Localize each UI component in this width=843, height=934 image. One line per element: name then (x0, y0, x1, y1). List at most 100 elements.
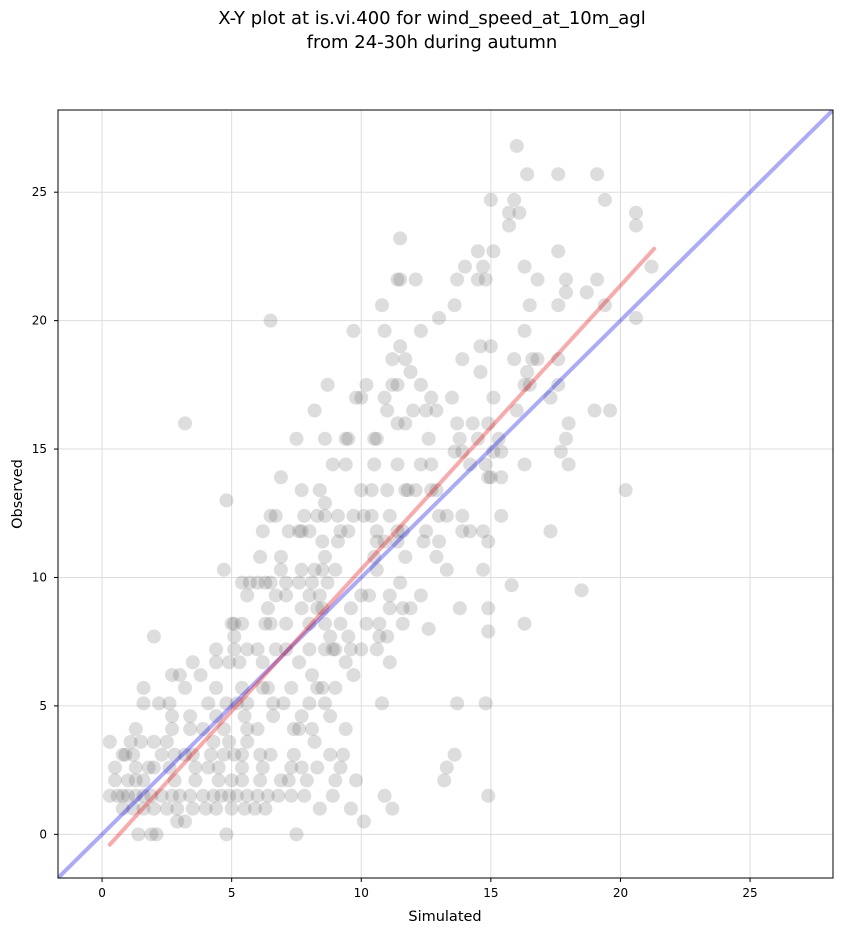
data-point (292, 655, 307, 670)
data-point (250, 788, 265, 803)
data-point (395, 524, 410, 539)
data-point (315, 601, 330, 616)
data-point (419, 524, 434, 539)
data-point (597, 298, 612, 313)
data-point (276, 696, 291, 711)
data-point (323, 629, 338, 644)
y-tick-label: 20 (32, 314, 47, 328)
data-point (123, 734, 138, 749)
data-point (390, 457, 405, 472)
data-point (115, 747, 130, 762)
data-point (110, 788, 125, 803)
data-point (408, 272, 423, 287)
data-point (302, 696, 317, 711)
data-point (393, 231, 408, 246)
data-point (292, 575, 307, 590)
x-tick-label: 25 (742, 886, 757, 900)
data-point (206, 734, 221, 749)
data-point (354, 390, 369, 405)
data-point (455, 444, 470, 459)
data-point (250, 575, 265, 590)
data-point (590, 167, 605, 182)
data-point (522, 377, 537, 392)
data-point (224, 616, 239, 631)
data-point (312, 588, 327, 603)
data-point (297, 508, 312, 523)
data-point (413, 377, 428, 392)
data-point (209, 801, 224, 816)
data-point (520, 364, 535, 379)
data-point (172, 788, 187, 803)
data-point (559, 431, 574, 446)
data-point (227, 747, 242, 762)
data-point (185, 655, 200, 670)
data-point (380, 403, 395, 418)
data-point (325, 788, 340, 803)
data-point (349, 390, 364, 405)
data-point (629, 205, 644, 220)
data-point (120, 788, 135, 803)
data-point (473, 339, 488, 354)
data-point (255, 655, 270, 670)
chart-title-line-2: from 24-30h during autumn (307, 32, 558, 53)
data-point (260, 601, 275, 616)
data-point (216, 722, 231, 737)
data-point (237, 801, 252, 816)
data-point (266, 696, 281, 711)
data-point (328, 642, 343, 657)
data-point (294, 562, 309, 577)
data-point (201, 760, 216, 775)
y-tick-label: 0 (39, 827, 47, 841)
data-point (551, 167, 566, 182)
data-point (229, 788, 244, 803)
points-layer (102, 138, 659, 842)
data-point (390, 524, 405, 539)
data-point (429, 403, 444, 418)
data-point (398, 416, 413, 431)
data-point (476, 524, 491, 539)
data-point (312, 483, 327, 498)
data-point (362, 588, 377, 603)
data-point (258, 616, 273, 631)
data-point (364, 508, 379, 523)
data-point (413, 457, 428, 472)
data-point (369, 534, 384, 549)
data-point (463, 457, 478, 472)
data-point (543, 390, 558, 405)
chart-title-line-1: X-Y plot at is.vi.400 for wind_speed_at_… (218, 8, 645, 29)
data-point (618, 483, 633, 498)
data-point (429, 549, 444, 564)
data-point (255, 680, 270, 695)
data-point (551, 244, 566, 259)
data-point (551, 298, 566, 313)
data-point (242, 575, 257, 590)
data-point (206, 788, 221, 803)
data-point (165, 668, 180, 683)
data-point (447, 298, 462, 313)
data-point (196, 788, 211, 803)
data-point (188, 760, 203, 775)
data-point (253, 773, 268, 788)
data-point (507, 192, 522, 207)
data-point (483, 339, 498, 354)
data-point (398, 352, 413, 367)
data-point (346, 508, 361, 523)
data-point (439, 508, 454, 523)
data-point (126, 747, 141, 762)
data-point (403, 364, 418, 379)
data-point (476, 562, 491, 577)
data-point (478, 696, 493, 711)
data-point (338, 431, 353, 446)
data-point (413, 588, 428, 603)
data-point (240, 734, 255, 749)
data-point (502, 218, 517, 233)
data-point (183, 709, 198, 724)
data-point (390, 416, 405, 431)
data-point (294, 760, 309, 775)
data-point (447, 747, 462, 762)
data-point (419, 403, 434, 418)
data-point (227, 629, 242, 644)
data-point (486, 444, 501, 459)
data-point (108, 773, 123, 788)
data-point (455, 508, 470, 523)
